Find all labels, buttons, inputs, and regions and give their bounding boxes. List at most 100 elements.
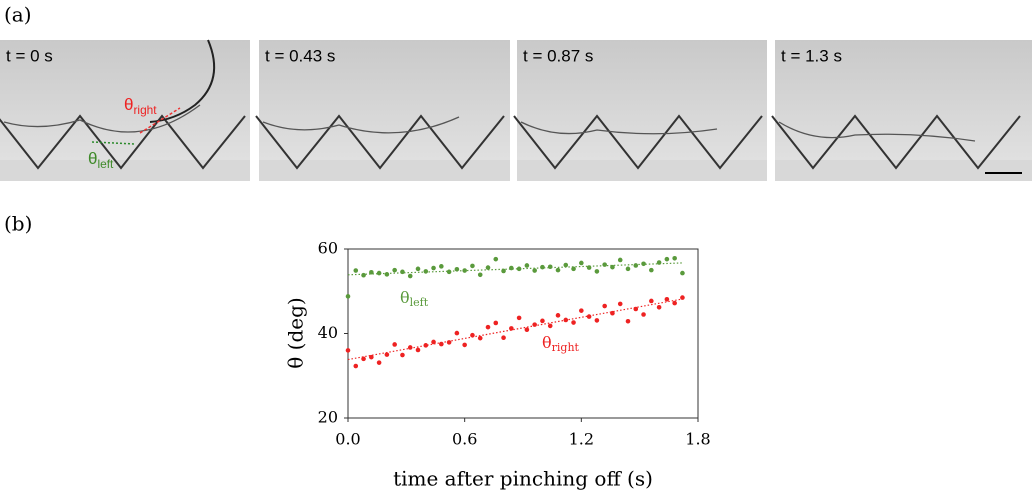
angle-label-symbol: θ	[124, 95, 133, 114]
data-point	[617, 301, 623, 307]
series-label: θright	[542, 333, 580, 355]
x-tick-label: 0.6	[452, 430, 477, 449]
data-point	[594, 269, 600, 274]
data-point	[555, 313, 561, 318]
droplet-interface	[262, 116, 460, 134]
data-point	[493, 320, 499, 326]
data-point	[547, 323, 553, 329]
data-point	[617, 257, 623, 263]
data-point	[454, 266, 460, 272]
image-frame: t = 1.3 s	[771, 40, 1032, 181]
time-label: t = 1.3 s	[781, 46, 842, 65]
data-point	[571, 266, 576, 272]
data-point	[540, 264, 545, 270]
data-point	[384, 272, 390, 277]
data-point	[423, 269, 429, 274]
data-point	[649, 267, 654, 273]
data-point	[439, 341, 444, 347]
image-frame: t = 0.87 s	[513, 40, 767, 181]
data-point	[610, 264, 615, 270]
data-point	[571, 320, 576, 325]
data-point	[680, 270, 685, 276]
droplet-cap	[149, 39, 216, 123]
channel-wall	[513, 114, 763, 170]
data-point	[353, 268, 359, 273]
data-point	[407, 273, 413, 279]
time-label: t = 0.87 s	[523, 46, 593, 65]
data-point	[610, 310, 615, 316]
data-point	[407, 345, 413, 350]
data-point	[446, 269, 452, 275]
data-point	[602, 303, 607, 309]
data-point	[392, 342, 397, 347]
data-point	[477, 335, 483, 341]
data-point	[462, 342, 467, 348]
data-point	[672, 255, 677, 261]
x-axis-label: time after pinching off (s)	[393, 467, 653, 491]
series-label-symbol: θ	[400, 288, 410, 307]
data-point	[431, 265, 436, 271]
data-point	[501, 335, 506, 341]
data-point	[501, 268, 506, 274]
data-point	[454, 330, 460, 336]
data-point	[392, 267, 397, 273]
frame-background	[517, 40, 767, 181]
data-point	[516, 315, 522, 321]
data-point	[680, 295, 685, 300]
frame-background	[259, 40, 510, 181]
series-label-subscript: right	[552, 341, 580, 354]
trend-line	[347, 298, 683, 361]
droplet-interface	[778, 121, 976, 142]
channel-floor	[775, 160, 1032, 181]
channel-floor	[259, 160, 510, 181]
data-point	[664, 256, 670, 262]
data-point	[579, 260, 584, 266]
data-point	[532, 268, 537, 273]
data-point	[361, 356, 366, 362]
data-point	[376, 270, 382, 276]
angle-label-subscript: right	[133, 103, 157, 117]
data-point	[439, 264, 444, 269]
data-point	[532, 322, 537, 327]
data-point	[555, 267, 561, 273]
series-label: θleft	[400, 288, 429, 310]
data-point	[524, 327, 530, 332]
data-point	[641, 312, 646, 317]
data-point	[547, 264, 553, 270]
data-point	[400, 269, 405, 275]
data-point	[384, 352, 390, 357]
data-point	[625, 266, 631, 272]
data-point	[633, 263, 639, 268]
angle-line	[91, 141, 136, 145]
time-label: t = 0 s	[6, 46, 53, 65]
data-point	[579, 308, 584, 313]
angle-label: θleft	[88, 149, 114, 171]
data-point	[641, 261, 646, 267]
data-point	[470, 263, 475, 269]
data-point	[345, 294, 351, 299]
y-tick-label: 40	[318, 323, 338, 342]
data-point	[602, 262, 607, 267]
data-point	[361, 272, 366, 278]
series-label-symbol: θ	[542, 333, 552, 352]
data-point	[446, 340, 452, 345]
data-point	[485, 265, 491, 270]
x-tick-label: 1.2	[569, 430, 594, 449]
data-point	[563, 317, 569, 323]
droplet-interface	[3, 104, 201, 133]
data-point	[493, 256, 499, 262]
data-point	[509, 326, 514, 331]
data-point	[586, 265, 592, 270]
panel-label: (b)	[4, 212, 32, 236]
data-point	[345, 348, 351, 353]
plot-frame	[347, 248, 699, 419]
data-point	[462, 268, 467, 273]
series-label-subscript: left	[410, 296, 429, 309]
angle-label-symbol: θ	[88, 149, 97, 168]
image-frame: t = 0.43 s	[255, 40, 510, 181]
data-point	[400, 352, 405, 358]
trend-line	[347, 262, 683, 276]
x-tick-label: 1.8	[685, 430, 710, 449]
panel-label: (a)	[4, 3, 32, 27]
